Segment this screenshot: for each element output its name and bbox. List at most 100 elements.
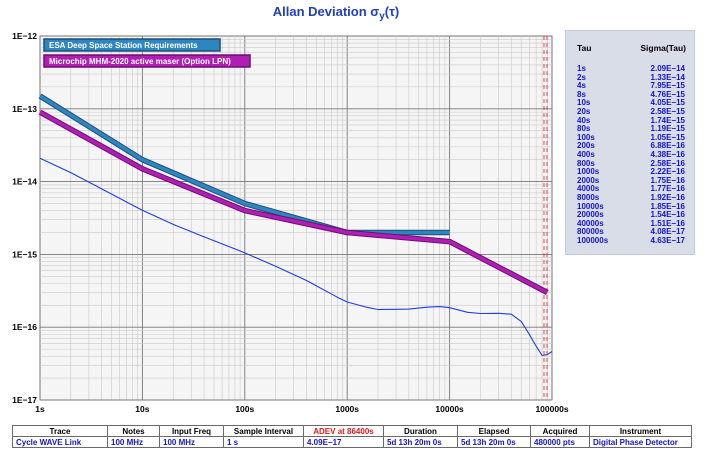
row-sigma: 2.58E−15 xyxy=(650,106,685,116)
esa-requirement-line xyxy=(39,94,450,235)
row-tau: 4s xyxy=(577,81,586,91)
y-tick-label: 1E−13 xyxy=(12,104,37,114)
row-sigma: 4.38E−16 xyxy=(650,149,685,159)
y-tick-label: 1E−12 xyxy=(12,31,37,41)
row-tau: 2000s xyxy=(577,175,600,185)
sigma-tau-row: 200s 6.88E−16 xyxy=(566,142,694,151)
row-tau: 40s xyxy=(577,115,591,125)
row-tau: 10000s xyxy=(577,201,604,211)
row-tau: 8s xyxy=(577,89,586,99)
sigma-tau-row: 80s 1.19E−15 xyxy=(566,125,694,134)
row-sigma: 1.85E−16 xyxy=(650,201,685,211)
y-tick-label: 1E−14 xyxy=(12,177,37,187)
row-sigma: 7.95E−15 xyxy=(650,81,685,91)
val-instrument: Digital Phase Detector xyxy=(589,436,692,448)
trace-info-table: Trace Notes Input Freq Sample Interval A… xyxy=(12,425,692,448)
row-tau: 80s xyxy=(577,124,591,134)
hdr-elapsed: Elapsed xyxy=(457,425,531,437)
sigma-tau-row: 2s 1.33E−14 xyxy=(566,72,694,83)
tau-marker xyxy=(543,36,548,400)
hdr-adev: ADEV at 86400s xyxy=(303,425,384,437)
row-sigma: 1.05E−15 xyxy=(650,132,685,142)
sigma-tau-row: 10000s 1.85E−16 xyxy=(566,201,694,212)
legend-esa-label: ESA Deep Space Station Requirements xyxy=(49,41,198,50)
sigma-tau-row: 8s 4.76E−15 xyxy=(566,89,694,100)
row-tau: 4000s xyxy=(577,184,600,194)
row-sigma: 2.58E−16 xyxy=(650,158,685,168)
row-tau: 10s xyxy=(577,98,591,108)
hdr-instrument: Instrument xyxy=(589,425,692,437)
val-trace: Cycle WAVE Link xyxy=(12,436,108,448)
row-tau: 8000s xyxy=(577,192,600,202)
row-tau: 2s xyxy=(577,72,586,82)
val-notes: 100 MHz xyxy=(107,436,160,448)
x-tick-label: 1s xyxy=(35,404,45,414)
sigma-tau-row: 2000s 1.75E−16 xyxy=(566,175,694,186)
sigma-tau-row: 40000s 1.51E−16 xyxy=(566,218,694,229)
hdr-trace: Trace xyxy=(12,425,108,437)
row-tau: 100s xyxy=(577,132,595,142)
trace-info-header: Trace Notes Input Freq Sample Interval A… xyxy=(12,425,692,437)
x-tick-label: 10000s xyxy=(435,404,464,414)
legend-maser-label: Microchip MHM-2020 active maser (Option … xyxy=(49,57,231,66)
row-tau: 100000s xyxy=(577,235,609,245)
hdr-notes: Notes xyxy=(107,425,160,437)
row-sigma: 1.19E−15 xyxy=(650,124,685,134)
x-tick-label: 100000s xyxy=(535,404,568,414)
row-sigma: 1.77E−16 xyxy=(650,184,685,194)
val-adev: 4.09E−17 xyxy=(303,436,384,448)
x-tick-label: 1000s xyxy=(335,404,359,414)
x-tick-label: 10s xyxy=(135,404,149,414)
row-tau: 1000s xyxy=(577,167,600,177)
trace-info-row: Cycle WAVE Link 100 MHz 100 MHz 1 s 4.09… xyxy=(12,436,692,448)
y-tick-labels: 1E−12 1E−13 1E−14 1E−15 1E−16 1E−17 xyxy=(12,31,37,405)
sigma-tau-row: 800s 2.58E−16 xyxy=(566,158,694,169)
legend-esa-swatch xyxy=(43,38,221,52)
row-sigma: 6.88E−16 xyxy=(650,141,685,151)
sigma-tau-row: 40s 1.74E−15 xyxy=(566,115,694,126)
x-tick-label: 100s xyxy=(235,404,254,414)
y-tick-label: 1E−15 xyxy=(12,249,37,259)
row-sigma: 2.22E−16 xyxy=(650,167,685,177)
row-tau: 1s xyxy=(577,64,586,73)
hdr-sample-interval: Sample Interval xyxy=(223,425,304,437)
sigma-tau-row: 20000s 1.54E−16 xyxy=(566,210,694,220)
row-sigma: 4.63E−17 xyxy=(650,235,685,245)
row-tau: 40000s xyxy=(577,218,604,228)
hdr-acquired: Acquired xyxy=(530,425,590,437)
row-tau: 20000s xyxy=(577,210,604,220)
sigma-tau-row: 4000s 1.77E−16 xyxy=(566,185,694,194)
val-duration: 5d 13h 20m 0s xyxy=(383,436,458,448)
x-tick-labels: 1s 10s 100s 1000s 10000s 100000s xyxy=(35,404,569,414)
row-tau: 200s xyxy=(577,141,595,151)
sigma-tau-row: 10s 4.05E−15 xyxy=(566,99,694,108)
row-sigma: 4.05E−15 xyxy=(650,98,685,108)
col-sigma-header: Sigma(Tau) xyxy=(640,43,686,53)
sigma-tau-row: 20s 2.58E−15 xyxy=(566,106,694,117)
measured-adev-line xyxy=(39,157,553,357)
val-elapsed: 5d 13h 20m 0s xyxy=(457,436,531,448)
row-sigma: 1.51E−16 xyxy=(650,218,685,228)
row-sigma: 1.54E−16 xyxy=(650,210,685,220)
y-tick-label: 1E−17 xyxy=(12,395,37,405)
legend: ESA Deep Space Station Requirements Micr… xyxy=(43,38,251,68)
sigma-tau-header: Tau Sigma(Tau) xyxy=(566,31,694,65)
sigma-tau-row: 4s 7.95E−15 xyxy=(566,82,694,91)
sigma-tau-row: 8000s 1.92E−16 xyxy=(566,192,694,203)
sigma-tau-row: 400s 4.38E−16 xyxy=(566,149,694,160)
legend-maser-swatch xyxy=(43,54,251,68)
sigma-tau-row: 1000s 2.22E−16 xyxy=(566,168,694,177)
sigma-tau-table: Tau Sigma(Tau) 1s 2.09E−14 2s 1.33E−14 4s 7.9… xyxy=(565,30,695,255)
plot-series xyxy=(38,93,553,357)
row-sigma: 1.33E−14 xyxy=(650,72,685,82)
y-tick-label: 1E−16 xyxy=(12,322,37,332)
sigma-tau-row: 1s 2.09E−14 xyxy=(566,64,694,74)
row-sigma: 1.92E−16 xyxy=(650,192,685,202)
val-sample-interval: 1 s xyxy=(223,436,304,448)
row-tau: 400s xyxy=(577,149,595,159)
sigma-tau-row: 80000s 4.08E−17 xyxy=(566,228,694,237)
sigma-tau-row: 100s 1.05E−15 xyxy=(566,132,694,143)
plot-grid xyxy=(39,36,552,401)
row-tau: 80000s xyxy=(577,227,604,237)
hdr-duration: Duration xyxy=(383,425,458,437)
